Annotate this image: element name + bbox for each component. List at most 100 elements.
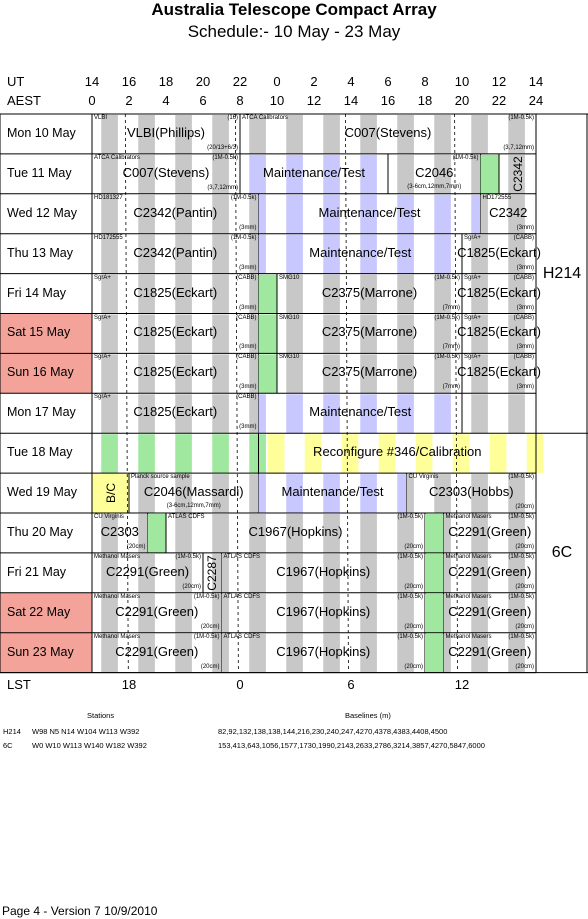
lst-tick-label: 12 (454, 677, 470, 692)
hour-stripe (249, 115, 266, 154)
hour-stripe (286, 593, 303, 633)
block-note: (3mm) (516, 344, 534, 351)
project-label: C2342(Pantin) (133, 244, 218, 260)
hour-stripe (286, 115, 303, 154)
block-note: ATLAS CDFS (223, 553, 261, 560)
block-note: (1M-0.5k) (508, 514, 534, 520)
hour-stripe (471, 633, 488, 673)
block-note: (CABB) (513, 354, 534, 361)
hour-stripe (397, 194, 414, 234)
block-note: ATCA Calibrators (94, 154, 140, 161)
block-note: HD172555 (94, 234, 123, 241)
project-label: Reconfigure #346/Calibration (313, 444, 482, 460)
block-note: SgrA+ (94, 354, 111, 361)
project-label-vertical: C2287 (205, 555, 220, 591)
hour-stripe (175, 274, 192, 314)
hour-stripe (138, 354, 155, 394)
ut-tick-label: 0 (273, 74, 281, 89)
green-block (258, 354, 277, 394)
hour-stripe (249, 234, 259, 274)
hour-stripe (175, 593, 192, 633)
block-note: (20/13+6/3) (207, 144, 238, 151)
block-note: (1M-0.5k) (397, 514, 423, 520)
hour-stripe (471, 514, 488, 553)
hour-stripe (101, 514, 118, 553)
hour-stripe (249, 154, 266, 194)
hour-stripe (323, 234, 340, 274)
block-note: ATCA Calibrators (242, 115, 288, 121)
weekend-day-cell (0, 632, 92, 673)
aest-tick-label: 16 (380, 93, 396, 108)
hour-stripe (175, 553, 192, 593)
block-note: (20cm) (182, 583, 201, 590)
hour-stripe (258, 394, 266, 434)
hour-stripe (138, 274, 155, 314)
hour-stripe (360, 314, 377, 354)
hour-stripe (323, 593, 340, 633)
hour-stripe (360, 274, 377, 314)
hour-stripe (286, 474, 303, 513)
hour-stripe (138, 115, 155, 154)
aest-tick-label: 4 (162, 93, 170, 108)
hour-stripe (101, 115, 118, 154)
project-label: C1825(Eckart) (457, 324, 541, 340)
block-note: Methanol Masers (94, 553, 141, 560)
station-row-baselines: 82,92,132,138,138,144,216,230,240,247,42… (218, 727, 448, 736)
project-label: C2342(Pantin) (133, 204, 218, 220)
block-note: (1M-0.5k) (434, 314, 460, 321)
station-row-baselines: 153,413,643,1056,1577,1730,1990,2143,263… (218, 741, 485, 750)
project-label: C2303(Hobbs) (428, 484, 514, 500)
block-note: (20cm) (404, 663, 423, 670)
day-label: Sun 16 May (7, 365, 74, 380)
yellow-stripe (304, 434, 322, 474)
hour-stripe (175, 154, 192, 194)
block-note: (3mm) (516, 264, 534, 271)
block-note: (CABB) (513, 274, 534, 281)
hour-stripe (360, 234, 377, 274)
hour-stripe (101, 314, 118, 354)
block-note: (1M-0.5k) (230, 234, 257, 241)
day-label: Fri 21 May (7, 564, 67, 579)
hour-stripe (471, 234, 488, 274)
project-label-vertical: C2342 (510, 156, 525, 192)
block-note: (1M-0.5k) (434, 274, 460, 281)
block-note: SgrA+ (464, 354, 481, 361)
block-note: (1M-0.5k) (230, 194, 257, 201)
hour-stripe (508, 474, 525, 513)
hour-stripe (138, 194, 155, 234)
block-note: SgrA+ (464, 274, 481, 281)
block-note: (1M-0.5k) (193, 633, 220, 640)
block-note: (3mm) (516, 384, 534, 391)
block-note: Planck source sample (131, 474, 190, 481)
hour-stripe (258, 474, 266, 513)
yellow-stripe (526, 434, 544, 474)
aest-tick-label: 0 (88, 93, 96, 108)
block-note: (3mm) (239, 344, 257, 351)
hour-stripe (175, 314, 192, 354)
project-label: Maintenance/Test (309, 404, 412, 420)
hour-stripe (101, 274, 118, 314)
hour-stripe (397, 115, 414, 154)
hour-stripe (471, 474, 488, 513)
hour-stripe (138, 553, 155, 593)
hour-stripe (286, 274, 303, 314)
page-subtitle: Schedule:- 10 May - 23 May (187, 22, 401, 41)
ut-tick-label: 14 (528, 74, 544, 89)
hour-stripe (323, 474, 340, 513)
hour-stripe (471, 154, 481, 194)
hour-stripe (360, 633, 377, 673)
block-note: Methanol Masers (94, 593, 141, 600)
weekend-day-cell (0, 353, 92, 394)
hour-stripe (286, 314, 303, 354)
block-note: Methanol Masers (445, 633, 492, 640)
yellow-stripe (452, 434, 470, 474)
block-note: SMG10 (279, 274, 300, 281)
hour-stripe (508, 553, 525, 593)
block-note: (CABB) (513, 314, 534, 321)
day-label: Sat 22 May (7, 604, 71, 619)
hour-stripe (471, 115, 488, 154)
hour-stripe (508, 154, 525, 194)
hour-stripe (323, 394, 340, 434)
project-label: C1825(Eckart) (133, 284, 218, 300)
block-note: SgrA+ (94, 314, 111, 321)
